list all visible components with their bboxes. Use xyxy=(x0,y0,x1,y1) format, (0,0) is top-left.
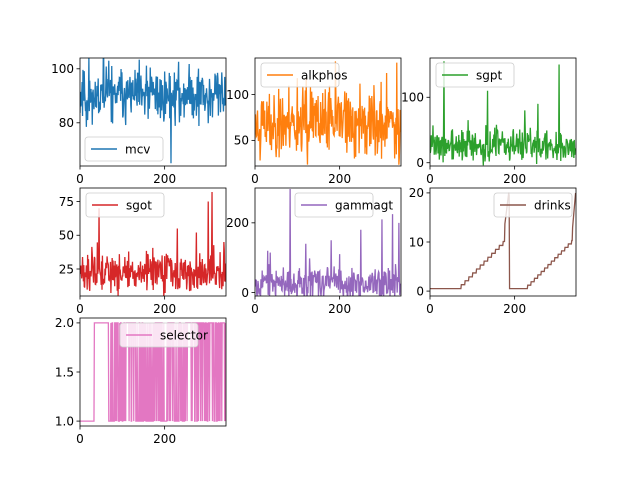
axes-frame xyxy=(79,187,227,297)
x-tick-label: 0 xyxy=(251,172,259,186)
legend: alkphos xyxy=(260,62,347,88)
legend-label: selector xyxy=(160,329,208,343)
legend-label: alkphos xyxy=(301,69,347,83)
legend: sgpt xyxy=(435,62,515,88)
y-tick-label: 10 xyxy=(409,235,424,249)
axes-frame xyxy=(429,57,577,167)
axes-frame xyxy=(254,187,402,297)
series-line-drinks xyxy=(430,192,576,290)
legend-box xyxy=(260,62,340,88)
legend-box xyxy=(85,192,165,218)
subplot-gammagt: 0 200 0 200 gammagt xyxy=(226,187,402,316)
y-tick-label: 100 xyxy=(51,62,74,76)
subplot-sgpt: 0 200 0 100 sgpt xyxy=(401,57,577,186)
series-line-gammagt xyxy=(255,189,401,296)
legend: mcv xyxy=(84,136,164,162)
x-tick-label: 200 xyxy=(153,302,176,316)
x-tick-label: 0 xyxy=(251,302,259,316)
legend-box xyxy=(119,322,199,348)
x-tick-label: 0 xyxy=(426,302,434,316)
legend-box xyxy=(84,136,164,162)
legend-label: drinks xyxy=(534,199,571,213)
x-tick-label: 200 xyxy=(153,432,176,446)
x-tick-label: 200 xyxy=(153,172,176,186)
axes-frame xyxy=(79,57,227,167)
subplot-selector: 0 200 1.0 1.5 2.0 selector xyxy=(55,316,227,446)
y-tick-label: 50 xyxy=(234,134,249,148)
y-tick-label: 25 xyxy=(59,262,74,276)
series-line-sgot xyxy=(80,192,226,296)
subplot-drinks: 0 200 0 10 20 drinks xyxy=(409,186,577,316)
legend: sgot xyxy=(85,192,165,218)
legend: drinks xyxy=(493,192,573,218)
y-tick-label: 2.0 xyxy=(55,316,74,330)
x-tick-label: 0 xyxy=(76,432,84,446)
series-line-mcv xyxy=(80,58,226,164)
x-tick-label: 200 xyxy=(503,302,526,316)
series-line-sgpt xyxy=(430,61,576,166)
legend: gammagt xyxy=(294,192,393,218)
legend-label: sgpt xyxy=(476,69,502,83)
y-tick-label: 100 xyxy=(226,88,249,102)
y-tick-label: 100 xyxy=(401,91,424,105)
y-tick-label: 0 xyxy=(241,286,249,300)
legend-label: sgot xyxy=(126,199,152,213)
axes-frame xyxy=(254,57,402,167)
legend-label: gammagt xyxy=(335,199,393,213)
x-tick-label: 0 xyxy=(76,172,84,186)
y-tick-label: 20 xyxy=(409,186,424,200)
y-tick-label: 200 xyxy=(226,216,249,230)
x-tick-label: 0 xyxy=(76,302,84,316)
legend-box xyxy=(493,192,573,218)
x-tick-label: 200 xyxy=(503,172,526,186)
legend: selector xyxy=(119,322,208,348)
subplot-sgot: 0 200 25 50 75 sgot xyxy=(59,187,227,316)
x-tick-label: 200 xyxy=(328,172,351,186)
legend-box xyxy=(294,192,374,218)
y-tick-label: 0 xyxy=(416,156,424,170)
y-tick-label: 0 xyxy=(416,284,424,298)
y-tick-label: 1.0 xyxy=(55,414,74,428)
y-tick-label: 1.5 xyxy=(55,365,74,379)
x-tick-label: 200 xyxy=(328,302,351,316)
x-tick-label: 0 xyxy=(426,172,434,186)
y-tick-label: 50 xyxy=(59,229,74,243)
series-line-selector xyxy=(80,322,226,422)
legend-label: mcv xyxy=(125,143,150,157)
legend-box xyxy=(435,62,515,88)
y-tick-label: 80 xyxy=(59,116,74,130)
subplot-mcv: 0 200 80 100 mcv xyxy=(51,57,227,186)
series-line-alkphos xyxy=(255,61,401,165)
subplot-alkphos: 0 200 50 100 alkphos xyxy=(226,57,402,186)
y-tick-label: 75 xyxy=(59,195,74,209)
